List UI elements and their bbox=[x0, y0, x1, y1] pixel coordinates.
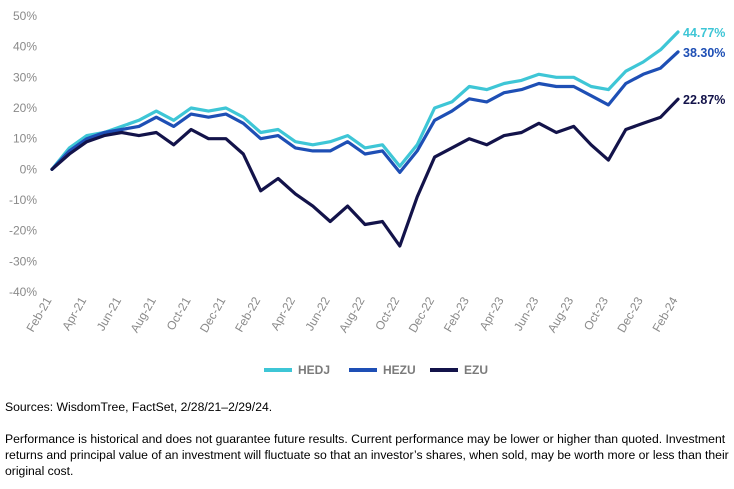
legend-label-ezu: EZU bbox=[464, 363, 488, 377]
x-tick-label: Dec-22 bbox=[406, 294, 438, 335]
y-tick-label: 10% bbox=[13, 132, 37, 146]
x-tick-label: Oct-21 bbox=[164, 294, 194, 332]
line-chart: 50% 40% 30% 20% 10% 0% -10% -20% -30% -40% Feb-21… bbox=[9, 9, 725, 377]
y-tick-label: -30% bbox=[9, 254, 37, 268]
x-tick-label: Dec-23 bbox=[614, 294, 646, 335]
y-axis: 50% 40% 30% 20% 10% 0% -10% -20% -30% -40% bbox=[9, 9, 37, 299]
end-label-ezu: 22.87% bbox=[683, 93, 725, 107]
x-tick-label: Jun-23 bbox=[511, 294, 542, 333]
x-tick-label: Aug-22 bbox=[336, 294, 368, 335]
x-tick-label: Feb-24 bbox=[649, 294, 680, 334]
legend-label-hedj: HEDJ bbox=[298, 363, 330, 377]
x-tick-label: Oct-22 bbox=[372, 294, 402, 332]
sources-note: Sources: WisdomTree, FactSet, 2/28/21–2/… bbox=[5, 400, 273, 414]
x-tick-label: Feb-23 bbox=[441, 294, 472, 334]
end-label-hedj: 44.77% bbox=[683, 26, 725, 40]
x-axis: Feb-21 Apr-21 Jun-21 Aug-21 Oct-21 Dec-21 Feb-… bbox=[23, 294, 680, 335]
series-line-ezu bbox=[50, 97, 680, 248]
series-line-hedj bbox=[50, 30, 680, 171]
x-tick-label: Dec-21 bbox=[197, 294, 229, 335]
y-tick-label: 50% bbox=[13, 9, 37, 23]
x-tick-label: Apr-23 bbox=[477, 294, 507, 332]
legend: HEDJ HEZU EZU bbox=[264, 363, 488, 377]
x-tick-label: Aug-21 bbox=[127, 294, 159, 335]
x-tick-label: Oct-23 bbox=[581, 294, 611, 332]
end-label-hezu: 38.30% bbox=[683, 46, 725, 60]
end-labels: 44.77% 38.30% 22.87% bbox=[683, 26, 725, 107]
x-tick-label: Aug-23 bbox=[545, 294, 577, 335]
y-tick-label: 40% bbox=[13, 40, 37, 54]
series-layer bbox=[50, 30, 680, 248]
y-tick-label: -20% bbox=[9, 224, 37, 238]
performance-disclaimer: Performance is historical and does not g… bbox=[5, 432, 729, 478]
y-tick-label: -40% bbox=[9, 285, 37, 299]
series-line-hezu bbox=[50, 50, 680, 174]
x-tick-label: Apr-21 bbox=[59, 294, 89, 332]
y-tick-label: 0% bbox=[20, 162, 38, 176]
legend-label-hezu: HEZU bbox=[383, 363, 416, 377]
x-tick-label: Feb-22 bbox=[232, 294, 263, 334]
y-tick-label: 30% bbox=[13, 70, 37, 84]
x-tick-label: Feb-21 bbox=[23, 294, 54, 334]
x-tick-label: Apr-22 bbox=[268, 294, 298, 332]
y-tick-label: 20% bbox=[13, 101, 37, 115]
x-tick-label: Jun-21 bbox=[94, 294, 125, 333]
y-tick-label: -10% bbox=[9, 193, 37, 207]
x-tick-label: Jun-22 bbox=[302, 294, 333, 333]
